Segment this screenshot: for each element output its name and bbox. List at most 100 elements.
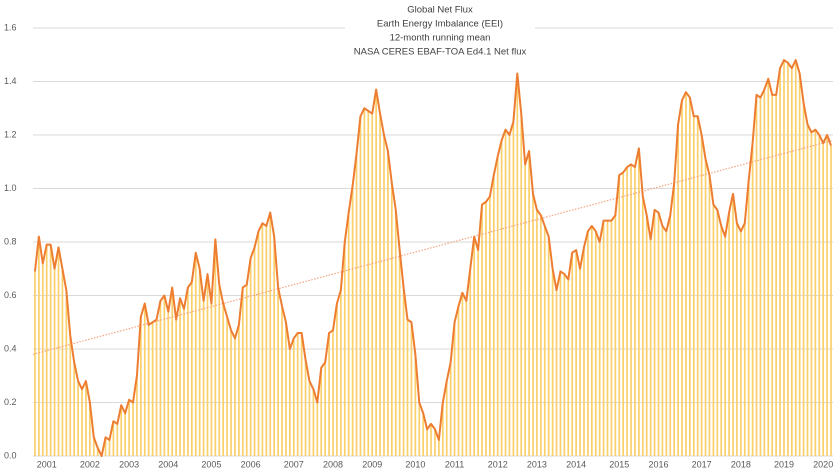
y-tick-label: 1.6 xyxy=(4,22,17,32)
bar xyxy=(285,322,287,456)
y-tick-label: 0.6 xyxy=(4,290,17,300)
bar xyxy=(571,252,574,456)
bar xyxy=(375,89,377,457)
y-tick-label: 1.2 xyxy=(4,129,17,139)
bar xyxy=(689,97,691,457)
bar xyxy=(783,60,785,456)
y-tick-label: 0.0 xyxy=(4,450,17,460)
x-tick-label: 2017 xyxy=(692,459,712,469)
bar xyxy=(485,201,487,456)
bar xyxy=(438,439,440,456)
bar xyxy=(245,284,248,456)
bar xyxy=(92,437,95,456)
line xyxy=(33,59,832,457)
bar xyxy=(579,268,581,456)
bar xyxy=(536,209,538,456)
bar xyxy=(108,439,111,456)
bar xyxy=(96,447,99,456)
bar xyxy=(787,62,789,457)
bar xyxy=(304,359,307,456)
bar xyxy=(618,175,621,456)
bar xyxy=(563,274,566,456)
bar xyxy=(810,132,813,456)
bar xyxy=(677,124,679,457)
bar xyxy=(638,148,640,456)
bar xyxy=(49,244,52,456)
bar xyxy=(520,113,523,456)
bar xyxy=(343,242,346,456)
bar xyxy=(669,215,672,456)
bar xyxy=(120,405,123,456)
bar xyxy=(657,212,660,456)
x-tick-label: 2004 xyxy=(158,459,178,469)
bar xyxy=(77,381,79,456)
bar xyxy=(685,92,687,456)
bar xyxy=(332,330,334,456)
bar xyxy=(277,287,279,456)
bar xyxy=(359,116,362,457)
bar xyxy=(418,402,421,456)
bar xyxy=(445,381,448,456)
bar xyxy=(198,268,201,456)
bar xyxy=(163,295,166,456)
bar xyxy=(363,108,366,456)
bar xyxy=(218,284,221,456)
bar xyxy=(226,316,228,456)
bar xyxy=(379,113,381,456)
bar xyxy=(732,193,734,456)
bar xyxy=(461,292,464,456)
bar xyxy=(167,311,170,456)
bar xyxy=(508,135,511,456)
x-tick-label: 2011 xyxy=(445,459,464,469)
bar xyxy=(206,274,209,456)
bar xyxy=(292,338,295,456)
bar xyxy=(147,324,150,456)
bar xyxy=(641,196,644,456)
bar xyxy=(104,437,107,456)
x-tick-label: 2006 xyxy=(241,459,261,469)
bar xyxy=(610,220,613,456)
bar xyxy=(175,319,177,456)
bar xyxy=(296,332,299,456)
bar xyxy=(798,73,801,456)
bar xyxy=(434,429,436,456)
bar xyxy=(524,164,527,457)
bar xyxy=(414,354,417,456)
bar xyxy=(759,97,762,457)
bar xyxy=(336,303,338,456)
bar xyxy=(696,116,699,457)
title-background xyxy=(345,2,535,62)
bar xyxy=(132,402,134,456)
bar xyxy=(300,332,303,456)
chart-title: NASA CERES EBAF-TOA Ed4.1 Net flux xyxy=(354,47,527,58)
bar xyxy=(634,167,636,456)
bar xyxy=(794,60,797,456)
bar xyxy=(630,164,632,457)
x-tick-label: 2013 xyxy=(527,459,547,469)
bar xyxy=(194,252,197,456)
bar xyxy=(555,290,558,456)
bar xyxy=(257,231,260,456)
bar xyxy=(61,268,64,456)
bar xyxy=(398,250,401,456)
x-tick-label: 2003 xyxy=(119,459,139,469)
bar xyxy=(449,362,452,456)
bar xyxy=(253,247,256,456)
bar xyxy=(645,215,648,456)
x-tick-label: 2015 xyxy=(609,459,629,469)
bar xyxy=(492,175,495,456)
bar xyxy=(504,129,507,456)
x-tick-label: 2001 xyxy=(37,459,57,469)
y-tick-label: 0.2 xyxy=(4,397,17,407)
x-tick-label: 2007 xyxy=(284,459,304,469)
bar xyxy=(775,94,777,456)
x-tick-label: 2014 xyxy=(566,459,586,469)
bar xyxy=(273,236,276,456)
bar xyxy=(728,212,730,456)
bar xyxy=(516,73,519,456)
bar xyxy=(65,290,68,456)
bar xyxy=(422,413,425,456)
bar xyxy=(673,183,676,456)
bar xyxy=(261,223,264,456)
